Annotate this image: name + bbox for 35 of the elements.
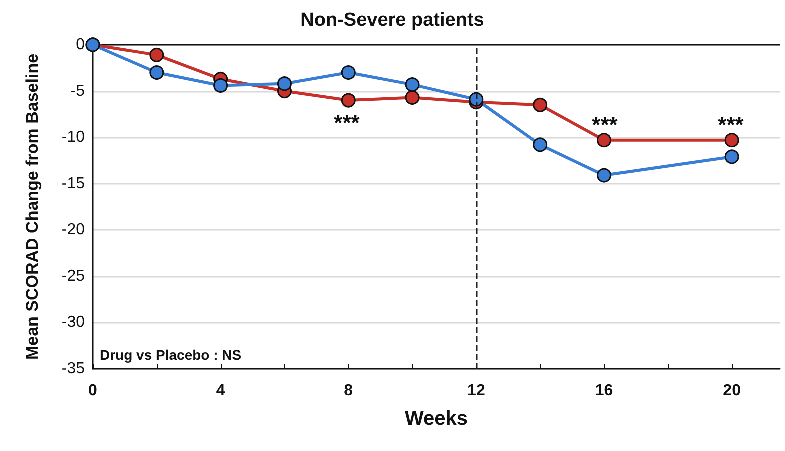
x-tick-label: 8: [344, 382, 354, 400]
y-tick-label: -5: [70, 82, 86, 100]
y-tick-label: -15: [62, 175, 86, 192]
point: [150, 66, 164, 80]
x-tick-label: 0: [88, 382, 98, 400]
y-tick-label: -20: [62, 222, 86, 239]
annotation: Drug vs Placebo : NS: [100, 347, 242, 363]
x-tick-label: 20: [723, 382, 742, 400]
point: [597, 133, 612, 148]
point: [214, 78, 228, 93]
x-tick-label: 4: [216, 382, 226, 400]
y-tick-label: -30: [62, 314, 86, 332]
y-axis-title: Mean SCORAD Change from Baseline: [23, 54, 42, 360]
point: [597, 168, 612, 183]
x-axis-title: Weeks: [404, 408, 468, 430]
x-tick-label: 12: [468, 382, 486, 400]
x-tick-label: 16: [595, 382, 614, 400]
point: [150, 48, 164, 62]
point: [724, 150, 740, 164]
y-tick-label: -25: [62, 268, 86, 285]
annotation: ***: [718, 112, 744, 138]
y-tick-label: -10: [62, 129, 86, 146]
annotation: ***: [334, 110, 360, 136]
point: [341, 66, 356, 80]
y-tick-label: 0: [76, 36, 86, 54]
y-tick-label: -35: [62, 360, 86, 378]
point: [724, 133, 740, 148]
point: [277, 76, 292, 92]
point: [341, 93, 356, 108]
point: [533, 138, 548, 152]
point: [405, 78, 420, 92]
chart-title: Non-Severe patients: [300, 10, 484, 31]
point: [405, 90, 420, 106]
point: [533, 98, 548, 112]
annotation: ***: [592, 112, 618, 138]
